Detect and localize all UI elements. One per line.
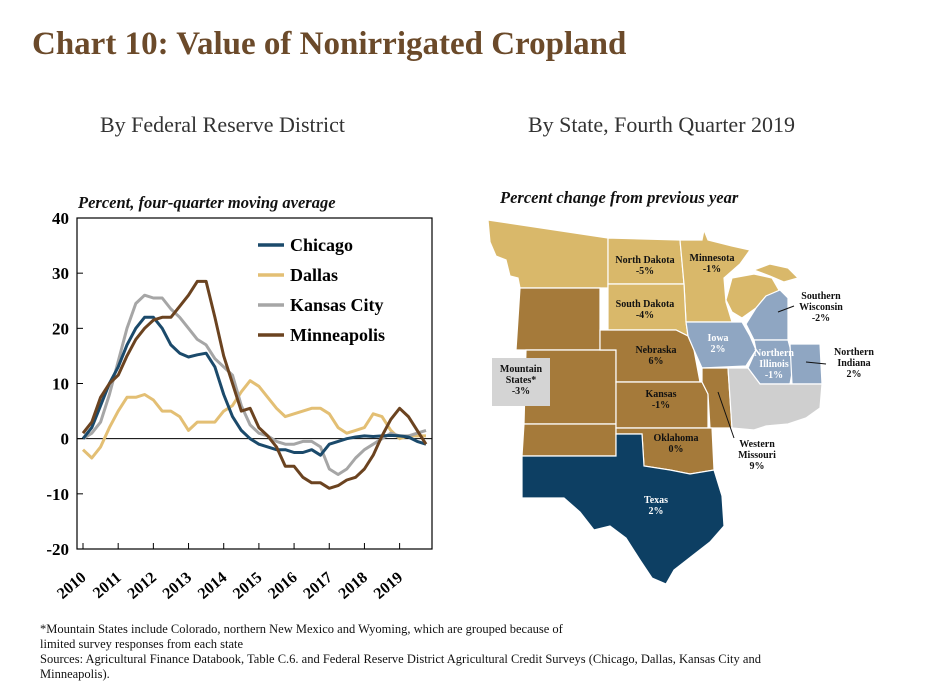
map-label-north-dakota: North Dakota -5% [615, 255, 674, 277]
line-chart-unit-label: Percent, four-quarter moving average [78, 193, 336, 212]
footnote-line: Sources: Agricultural Finance Databook, … [40, 652, 761, 666]
northern-indiana-region [789, 343, 823, 385]
map-label-iowa: Iowa 2% [707, 333, 728, 355]
map-label-nebraska: Nebraska 6% [635, 345, 676, 367]
legend-label: Minneapolis [290, 325, 385, 345]
footnote-line: limited survey responses from each state [40, 637, 244, 651]
chart-title: Chart 10: Value of Nonirrigated Cropland [32, 26, 627, 62]
iowa-region [685, 321, 757, 369]
wisconsin-leader-line [777, 305, 795, 313]
legend-label: Dallas [290, 265, 338, 285]
left-panel-subtitle: By Federal Reserve District [100, 112, 345, 137]
southern-wisconsin-region [745, 289, 789, 341]
texas-region [521, 433, 725, 585]
y-tick-label: 40 [52, 209, 69, 228]
map-label-mountain-states: Mountain States* -3% [500, 364, 543, 397]
y-tick-label: -10 [46, 485, 69, 504]
x-tick-label: 2014 [195, 569, 230, 603]
x-tick-label: 2019 [371, 569, 406, 603]
series-line-minneapolis [81, 279, 428, 490]
legend-label: Kansas City [290, 295, 384, 315]
x-tick-label: 2016 [265, 569, 300, 603]
map-label-kansas: Kansas -1% [645, 389, 676, 411]
missouri-leader-line [717, 391, 735, 439]
series-line-kansas-city [82, 293, 427, 476]
outside-district-gray-region [727, 367, 823, 431]
indiana-leader-line [805, 361, 827, 365]
mountain-states-label-box [492, 358, 550, 406]
map-label-northern-illinois: Northern Illinois -1% [754, 348, 794, 381]
map-label-texas: Texas 2% [644, 495, 668, 517]
map-label-oklahoma: Oklahoma 0% [653, 433, 698, 455]
map-label-minnesota: Minnesota -1% [690, 253, 735, 275]
kansas-region [615, 381, 709, 429]
map-label-south-dakota: South Dakota -4% [616, 299, 675, 321]
map-unit-label: Percent change from previous year [500, 188, 739, 207]
x-tick-label: 2012 [124, 569, 159, 603]
map-label-southern-wisconsin: Southern Wisconsin -2% [799, 291, 843, 324]
y-tick-label: -20 [46, 540, 69, 559]
series-line-chicago [81, 315, 427, 457]
map-label-northern-indiana: Northern Indiana 2% [834, 347, 874, 380]
x-tick-label: 2015 [230, 569, 265, 603]
new-mexico-region [521, 423, 617, 457]
right-panel-subtitle: By State, Fourth Quarter 2019 [528, 112, 796, 137]
x-tick-label: 2017 [300, 569, 335, 603]
x-tick-label: 2018 [336, 569, 371, 603]
footnote-line: *Mountain States include Colorado, north… [40, 622, 563, 636]
x-tick-label: 2010 [54, 569, 89, 603]
y-tick-label: 30 [52, 264, 69, 283]
y-tick-label: 0 [61, 430, 70, 449]
state-map: North Dakota -5% Minnesota -1% South Dakota -… [487, 219, 874, 585]
legend-label: Chicago [290, 235, 353, 255]
series-line-dallas [81, 379, 426, 460]
wyoming-region [515, 287, 601, 351]
michigan-up-region [752, 263, 800, 283]
footnote-line: Minneapolis). [40, 667, 110, 681]
montana-region [487, 219, 609, 289]
map-label-western-missouri: Western Missouri 9% [738, 439, 776, 472]
footnotes: *Mountain States include Colorado, north… [40, 622, 910, 682]
y-tick-label: 10 [52, 375, 69, 394]
x-tick-label: 2013 [160, 569, 195, 603]
x-tick-label: 2011 [90, 569, 125, 602]
y-tick-label: 20 [52, 319, 69, 338]
